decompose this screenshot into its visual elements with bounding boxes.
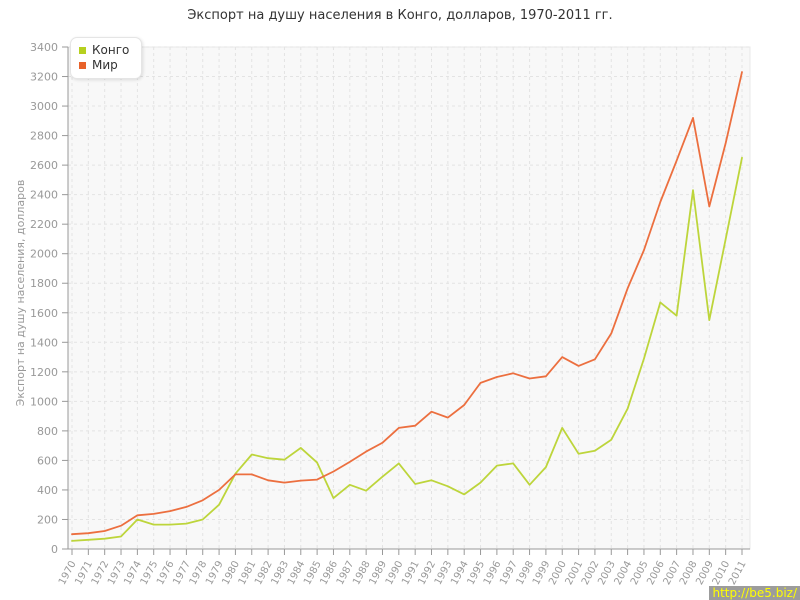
svg-text:2600: 2600 <box>30 159 58 172</box>
svg-text:3000: 3000 <box>30 100 58 113</box>
svg-text:600: 600 <box>37 454 58 467</box>
series-line-Мир <box>71 71 743 536</box>
watermark-link[interactable]: http://be5.biz/ <box>709 586 800 600</box>
legend-label-kongo: Конго <box>92 43 130 57</box>
axes <box>62 46 750 555</box>
legend-label-mir: Мир <box>92 58 118 72</box>
y-tick-labels: 0 200 400 600 800 1000 1200 1400 1600 1800 2000 220… <box>30 41 58 556</box>
legend: Конго Мир <box>70 37 143 79</box>
svg-text:2400: 2400 <box>30 189 58 202</box>
svg-text:1200: 1200 <box>30 366 58 379</box>
svg-text:200: 200 <box>37 513 58 526</box>
series-line-Конго <box>71 156 743 542</box>
chart-title: Экспорт на душу населения в Конго, долла… <box>187 8 613 23</box>
svg-text:3200: 3200 <box>30 71 58 84</box>
plot-area <box>67 46 751 550</box>
svg-text:1800: 1800 <box>30 277 58 290</box>
svg-text:1400: 1400 <box>30 336 58 349</box>
legend-item-mir: Мир <box>79 58 129 73</box>
svg-text:0: 0 <box>51 543 58 556</box>
svg-text:1000: 1000 <box>30 395 58 408</box>
svg-text:800: 800 <box>37 425 58 438</box>
legend-swatch-mir <box>79 62 86 69</box>
legend-swatch-kongo <box>79 47 86 54</box>
svg-text:2000: 2000 <box>30 248 58 261</box>
svg-text:3400: 3400 <box>30 41 58 54</box>
svg-text:1600: 1600 <box>30 307 58 320</box>
svg-text:400: 400 <box>37 484 58 497</box>
svg-text:2800: 2800 <box>30 130 58 143</box>
svg-text:2200: 2200 <box>30 218 58 231</box>
legend-item-kongo: Конго <box>79 43 129 58</box>
x-tick-labels: 1970197119721973197419751976197719781979… <box>57 559 749 587</box>
